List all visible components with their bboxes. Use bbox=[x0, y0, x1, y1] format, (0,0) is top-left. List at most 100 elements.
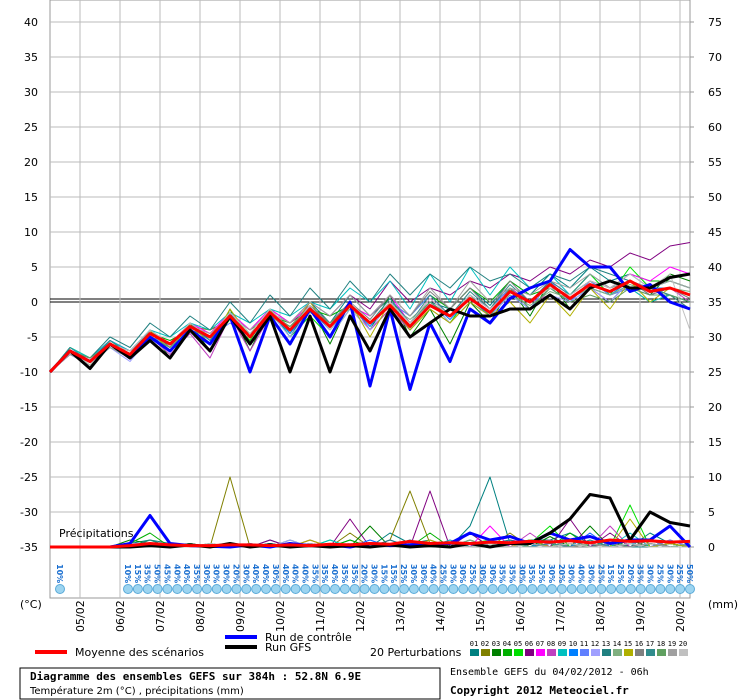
precip-probability: 30% bbox=[212, 564, 221, 583]
snow-icon bbox=[201, 584, 212, 594]
precip-probability: 40% bbox=[291, 564, 300, 583]
lines bbox=[48, 242, 692, 549]
precip-probability: 30% bbox=[458, 564, 467, 583]
y-tick-label: 10 bbox=[24, 226, 38, 239]
y2-tick-label: 60 bbox=[708, 121, 722, 134]
precip-probability: 15% bbox=[389, 564, 398, 583]
snow-icon bbox=[418, 584, 429, 594]
precip-probability: 25% bbox=[537, 564, 546, 583]
snow-icon bbox=[645, 584, 656, 594]
y-tick-label: -15 bbox=[20, 401, 38, 414]
snow-icon bbox=[596, 584, 607, 594]
y2-tick-label: 20 bbox=[708, 401, 722, 414]
run-info: Ensemble GEFS du 04/02/2012 - 06h bbox=[450, 667, 649, 678]
legend-swatch bbox=[536, 649, 545, 656]
precip-probability: 50% bbox=[153, 564, 162, 583]
y2-tick-label: 0 bbox=[708, 541, 715, 554]
legend-swatch bbox=[580, 649, 589, 656]
snow-icon bbox=[537, 584, 548, 594]
precip-probability: 35% bbox=[508, 564, 517, 583]
legend-swatch bbox=[470, 649, 479, 656]
x-tick-label: 20/02 bbox=[674, 600, 687, 632]
snow-icon bbox=[211, 584, 222, 594]
x-tick-label: 11/02 bbox=[314, 600, 327, 632]
legend-swatch bbox=[624, 649, 633, 656]
legend-swatch bbox=[514, 649, 523, 656]
y-tick-label: -30 bbox=[20, 506, 38, 519]
y-tick-label: 20 bbox=[24, 156, 38, 169]
y2-tick-label: 55 bbox=[708, 156, 722, 169]
snow-icon bbox=[497, 584, 508, 594]
y2-axis-label: (mm) bbox=[708, 598, 738, 611]
legend-swatch bbox=[558, 649, 567, 656]
legend-label: 14 bbox=[613, 640, 621, 648]
legend-label: 19 bbox=[668, 640, 676, 648]
y2-tick-label: 70 bbox=[708, 51, 722, 64]
y2-tick-label: 25 bbox=[708, 366, 722, 379]
snow-icon bbox=[428, 584, 439, 594]
precip-probability: 30% bbox=[665, 564, 674, 583]
precip-probability: 25% bbox=[655, 564, 664, 583]
y2-tick-label: 10 bbox=[708, 471, 722, 484]
precip-probability: 30% bbox=[478, 564, 487, 583]
snow-icon bbox=[241, 584, 252, 594]
y2-tick-label: 5 bbox=[708, 506, 715, 519]
snow-icon bbox=[270, 584, 281, 594]
precip-probability: 30% bbox=[409, 564, 418, 583]
legend-swatch bbox=[569, 649, 578, 656]
snow-icon bbox=[123, 584, 133, 594]
legend-label: 04 bbox=[503, 640, 511, 648]
legend-swatch bbox=[481, 649, 490, 656]
y2-tick-label: 65 bbox=[708, 86, 722, 99]
legend-label: 20 bbox=[679, 640, 687, 648]
legend-label: 15 bbox=[624, 640, 632, 648]
snow-icon bbox=[389, 584, 400, 594]
precip-probability: 30% bbox=[586, 564, 595, 583]
y-tick-label: 40 bbox=[24, 16, 38, 29]
precip-probability: 30% bbox=[547, 564, 556, 583]
info-box bbox=[19, 667, 441, 700]
precip-probability: 35% bbox=[310, 564, 319, 583]
y-axis-label: (°C) bbox=[20, 598, 42, 611]
precip-probability: 15% bbox=[606, 564, 615, 583]
precip-probability: 40% bbox=[261, 564, 270, 583]
legend-label: 12 bbox=[591, 640, 599, 648]
precip-probability: 30% bbox=[646, 564, 655, 583]
legend-swatch bbox=[657, 649, 666, 656]
legend-label: 02 bbox=[481, 640, 489, 648]
precip-probability: 40% bbox=[172, 564, 181, 583]
labels: -35 -30 -25 -20 -15 -10 -5 0 5 10 15 20 25 30 35 40 0 5 10… bbox=[20, 16, 722, 632]
precip-probability: 20% bbox=[231, 564, 240, 583]
precip-title: Précipitations bbox=[59, 527, 134, 540]
snow-icon bbox=[152, 584, 163, 594]
snow-icon bbox=[192, 584, 203, 594]
legend-swatch bbox=[492, 649, 501, 656]
precip-probability: 20% bbox=[557, 564, 566, 583]
snow-icon bbox=[132, 584, 143, 594]
precip-probability: 25% bbox=[675, 564, 684, 583]
precip-probability: 30% bbox=[222, 564, 231, 583]
snow-icon bbox=[655, 584, 666, 594]
precip-probability: 35% bbox=[350, 564, 359, 583]
precip-probability: 40% bbox=[281, 564, 290, 583]
precip-probability: 35% bbox=[340, 564, 349, 583]
legend-swatch bbox=[635, 649, 644, 656]
precip-probability: 20% bbox=[626, 564, 635, 583]
precip-probability: 10% bbox=[123, 564, 132, 583]
snow-icon bbox=[615, 584, 626, 594]
legend-label: 06 bbox=[525, 640, 533, 648]
y2-tick-label: 40 bbox=[708, 261, 722, 274]
y2-tick-label: 50 bbox=[708, 191, 722, 204]
legend-label: 01 bbox=[470, 640, 478, 648]
legend-swatch bbox=[525, 649, 534, 656]
series-line bbox=[50, 538, 691, 549]
precip-probability: 35% bbox=[527, 564, 536, 583]
precip-probability: 30% bbox=[271, 564, 280, 583]
legend-swatch bbox=[503, 649, 512, 656]
snow-icon bbox=[665, 584, 676, 594]
snow-icon bbox=[349, 584, 360, 594]
snow-icon bbox=[546, 584, 557, 594]
precip-probability: 30% bbox=[202, 564, 211, 583]
snow-icon bbox=[556, 584, 567, 594]
snow-icon bbox=[458, 584, 469, 594]
